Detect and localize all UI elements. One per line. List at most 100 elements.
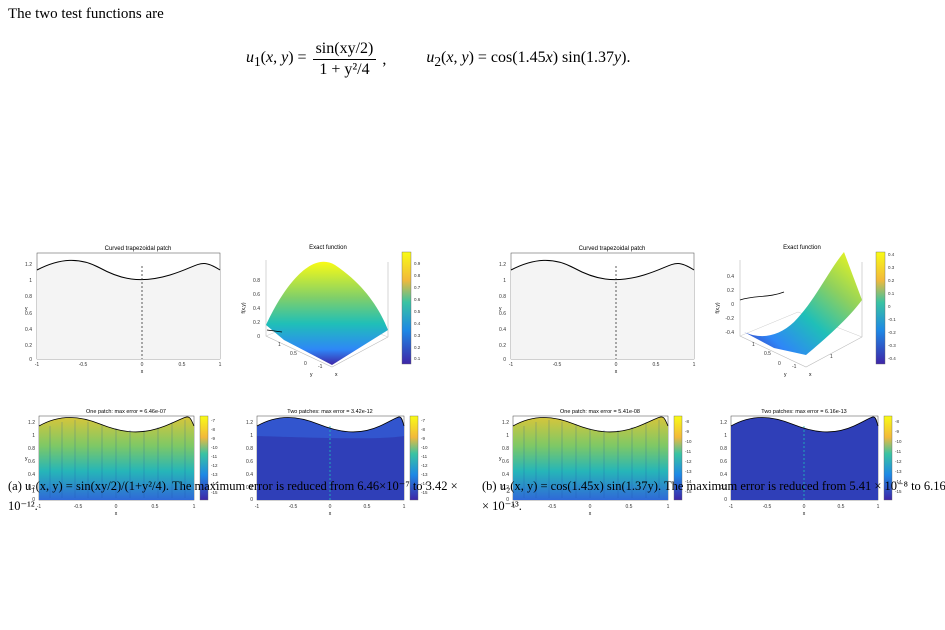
- svg-text:-0.4: -0.4: [888, 356, 896, 361]
- svg-text:-1: -1: [318, 364, 323, 370]
- one-patch-x-ticks: -1 -0.5 0 0.5 1: [37, 504, 196, 510]
- svg-text:-10: -10: [421, 445, 428, 450]
- svg-text:-8: -8: [421, 427, 425, 432]
- one-patch-error-plot: One patch: max error = 5.41e-08 -1 -0.5 …: [499, 409, 692, 517]
- svg-text:1.2: 1.2: [499, 262, 506, 268]
- svg-text:0.2: 0.2: [414, 345, 421, 350]
- patch-plot: Curved trapezoidal patch 1.2 1 0.8 0.6 0…: [499, 246, 696, 375]
- svg-text:x: x: [329, 511, 332, 517]
- intro-text: The two test functions are: [8, 6, 164, 22]
- svg-text:0.4: 0.4: [727, 274, 734, 280]
- svg-text:-13: -13: [685, 469, 692, 474]
- svg-text:-7: -7: [211, 418, 215, 423]
- u1-lhs: u1(x, y) =: [246, 48, 307, 70]
- svg-text:0: 0: [803, 504, 806, 510]
- svg-text:0.5: 0.5: [290, 351, 297, 357]
- patch-curve: [36, 259, 221, 281]
- svg-text:0.2: 0.2: [253, 320, 260, 326]
- svg-text:-9: -9: [211, 436, 215, 441]
- svg-text:1: 1: [503, 278, 506, 284]
- svg-text:-13: -13: [895, 469, 902, 474]
- svg-text:-1: -1: [255, 504, 260, 510]
- exact-colorbar-ticks: 0.9 0.8 0.7 0.6 0.5 0.4 0.3 0.2 0.1: [414, 261, 421, 361]
- svg-text:0.1: 0.1: [414, 356, 421, 361]
- svg-text:0.5: 0.5: [764, 351, 771, 357]
- svg-text:x: x: [803, 511, 806, 517]
- svg-text:0.4: 0.4: [28, 472, 35, 478]
- patch-region: [37, 260, 220, 359]
- svg-text:-0.5: -0.5: [548, 504, 557, 510]
- equation-line: u1(x, y) = sin(xy/2) 1 + y²/4 , u2(x, y)…: [246, 40, 630, 79]
- svg-text:-9: -9: [685, 429, 689, 434]
- svg-text:-13: -13: [211, 472, 218, 477]
- svg-text:-13: -13: [421, 472, 428, 477]
- svg-text:y: y: [784, 372, 787, 378]
- svg-text:0: 0: [724, 497, 727, 503]
- figure-b: Curved trapezoidal patch 1.2 1 0.8 0.6 0…: [499, 245, 902, 517]
- ytick: 0.8: [25, 294, 32, 300]
- one-patch-streaks: [49, 420, 186, 498]
- svg-text:0.5: 0.5: [414, 309, 421, 314]
- svg-text:0.6: 0.6: [246, 459, 253, 465]
- svg-text:-12: -12: [685, 459, 692, 464]
- u1-fraction: sin(xy/2) 1 + y²/4: [312, 40, 377, 79]
- svg-text:0: 0: [506, 497, 509, 503]
- svg-text:0.8: 0.8: [720, 446, 727, 452]
- svg-text:0: 0: [115, 504, 118, 510]
- svg-text:0.6: 0.6: [502, 459, 509, 465]
- svg-text:Exact function: Exact function: [783, 245, 821, 251]
- exact-surface: [744, 252, 862, 355]
- svg-text:1.2: 1.2: [502, 420, 509, 426]
- one-patch-colorbar-ticks: -7 -8 -9 -10 -11 -12 -13 -14 -15: [211, 418, 218, 495]
- one-patch-error-plot: One patch: max error = 6.46e-07 -1 -0.5 …: [25, 409, 218, 517]
- svg-text:-8: -8: [895, 419, 899, 424]
- svg-text:-9: -9: [421, 436, 425, 441]
- svg-text:-10: -10: [685, 439, 692, 444]
- svg-text:0.6: 0.6: [499, 311, 506, 317]
- svg-text:-14: -14: [895, 479, 902, 484]
- svg-text:x: x: [115, 511, 118, 517]
- svg-text:-12: -12: [211, 463, 218, 468]
- svg-text:0: 0: [731, 302, 734, 308]
- ytick: 1.2: [25, 262, 32, 268]
- u1-numerator: sin(xy/2): [312, 40, 377, 60]
- two-patch-colorbar: [409, 415, 419, 501]
- ytick: 0.4: [25, 327, 32, 333]
- svg-text:0.2: 0.2: [502, 485, 509, 491]
- svg-text:y: y: [25, 456, 28, 462]
- svg-text:-0.5: -0.5: [289, 504, 298, 510]
- svg-text:x: x: [615, 369, 618, 375]
- svg-text:y: y: [499, 456, 502, 462]
- svg-text:-1: -1: [729, 504, 734, 510]
- svg-text:Curved trapezoidal patch: Curved trapezoidal patch: [579, 246, 646, 252]
- patch-y-ticks: 1.2 1 0.8 0.6 0.4 0.2 0: [25, 262, 32, 363]
- svg-text:0: 0: [250, 497, 253, 503]
- svg-text:0: 0: [503, 357, 506, 363]
- svg-text:-14: -14: [421, 481, 428, 486]
- svg-text:0.4: 0.4: [253, 306, 260, 312]
- svg-text:0.2: 0.2: [720, 485, 727, 491]
- exact-zlabel: f(x,y): [241, 302, 247, 313]
- exact-y-ticks: 1 0.5 0 -1: [278, 342, 323, 370]
- exact-plot: Exact function 0.4 0.2 0 -0.2 -0.4 1 0.5…: [715, 245, 896, 378]
- svg-text:-15: -15: [895, 489, 902, 494]
- svg-text:1: 1: [32, 433, 35, 439]
- svg-text:0.8: 0.8: [499, 294, 506, 300]
- svg-text:1: 1: [693, 362, 696, 368]
- svg-text:-1: -1: [792, 364, 797, 370]
- exact-surface: [266, 261, 388, 365]
- svg-text:-8: -8: [211, 427, 215, 432]
- one-patch-title: One patch: max error = 6.46e-07: [86, 409, 166, 415]
- svg-text:-1: -1: [37, 504, 42, 510]
- two-patch-error-plot: Two patches: max error = 6.16e-13 -1 -0.…: [720, 409, 902, 517]
- exact-z-ticks: 0.8 0.6 0.4 0.2 0: [253, 278, 260, 340]
- exact-title: Exact function: [309, 245, 347, 251]
- svg-text:-0.5: -0.5: [553, 362, 562, 368]
- two-patch-error-plot: Two patches: max error = 3.42e-12 -1 -0.…: [246, 409, 428, 517]
- svg-text:-0.3: -0.3: [888, 343, 896, 348]
- svg-text:y: y: [499, 306, 502, 312]
- svg-text:0.6: 0.6: [253, 292, 260, 298]
- one-patch-y-ticks: 1.2 1 0.8 0.6 0.4 0.2 0: [28, 420, 35, 503]
- svg-text:0: 0: [304, 361, 307, 367]
- xtick: 0.5: [179, 362, 186, 368]
